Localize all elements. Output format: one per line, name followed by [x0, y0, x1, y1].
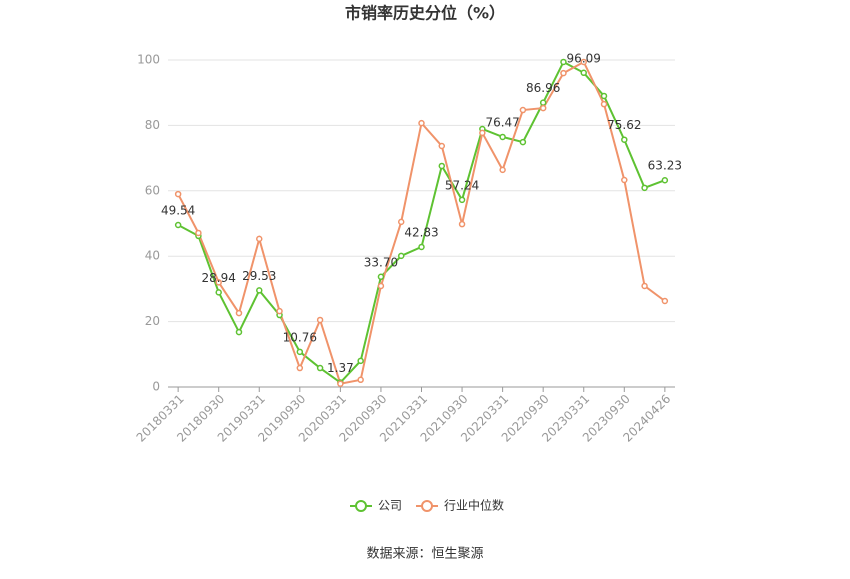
- y-tick-label: 20: [145, 314, 160, 328]
- legend-marker: [355, 500, 367, 512]
- value-label: 1.37: [327, 361, 354, 375]
- point: [458, 196, 466, 204]
- point: [641, 282, 648, 290]
- point: [174, 221, 182, 229]
- value-label: 29.53: [242, 269, 276, 283]
- point: [235, 328, 243, 336]
- point: [357, 376, 364, 384]
- point: [397, 252, 405, 260]
- point: [560, 58, 567, 66]
- point: [539, 99, 547, 106]
- value-label: 86.96: [526, 81, 560, 95]
- source-note: 数据来源：恒生聚源: [366, 547, 483, 562]
- point: [316, 364, 324, 372]
- point: [438, 162, 446, 170]
- point: [438, 142, 446, 150]
- point: [215, 289, 222, 296]
- series-line: [177, 60, 666, 384]
- y-tick-label: 100: [137, 53, 160, 67]
- point: [418, 119, 425, 127]
- y-tick-label: 40: [145, 249, 160, 263]
- point: [499, 133, 506, 141]
- point: [296, 364, 304, 372]
- point: [621, 176, 628, 184]
- point: [357, 357, 364, 365]
- point: [377, 273, 385, 281]
- point: [195, 229, 202, 237]
- point: [276, 307, 283, 315]
- value-label: 57.24: [445, 178, 479, 192]
- point: [458, 220, 466, 228]
- point: [256, 287, 263, 294]
- point: [296, 348, 304, 356]
- point: [397, 218, 405, 226]
- value-label: 28.94: [202, 271, 236, 285]
- point: [641, 184, 648, 192]
- point: [215, 279, 222, 286]
- point: [580, 69, 587, 77]
- series-line: [177, 60, 666, 385]
- point: [539, 104, 547, 112]
- legend-marker: [421, 500, 434, 512]
- point: [418, 243, 425, 251]
- point: [479, 129, 486, 137]
- point: [174, 190, 182, 198]
- point: [377, 282, 385, 290]
- legend-label: 公司: [378, 499, 402, 513]
- point: [499, 166, 506, 174]
- value-label: 10.76: [283, 330, 317, 344]
- point: [621, 136, 628, 143]
- value-label: 96.09: [567, 51, 601, 65]
- point: [519, 138, 527, 146]
- y-tick-label: 80: [145, 118, 160, 132]
- value-label: 42.83: [404, 225, 438, 239]
- y-tick-label: 0: [152, 380, 160, 394]
- point: [661, 297, 669, 305]
- point: [337, 380, 344, 387]
- point: [519, 106, 527, 114]
- legend-label: 行业中位数: [444, 498, 504, 513]
- point: [235, 309, 243, 317]
- point: [560, 69, 567, 77]
- y-tick-label: 60: [145, 183, 160, 197]
- point: [661, 176, 669, 184]
- point: [256, 235, 263, 243]
- point: [316, 316, 324, 324]
- value-label: 49.54: [161, 204, 195, 218]
- value-label: 33.70: [364, 255, 398, 269]
- point: [580, 58, 587, 66]
- value-label: 75.62: [607, 118, 641, 132]
- point: [600, 92, 608, 100]
- chart-title: 市销率历史分位（%）: [345, 4, 505, 23]
- value-label: 63.23: [648, 159, 682, 173]
- point: [600, 100, 608, 108]
- value-label: 76.47: [485, 115, 519, 129]
